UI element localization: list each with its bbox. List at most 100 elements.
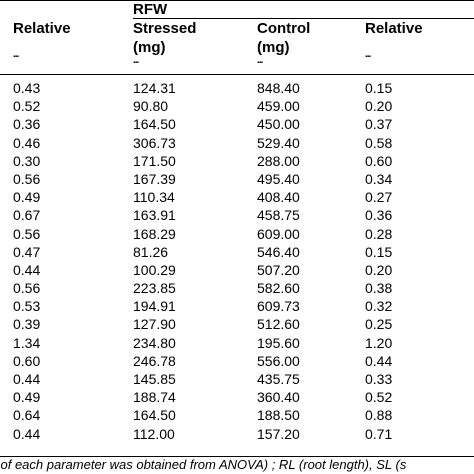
cell-relative-1: 0.53: [13, 298, 41, 315]
table-row: 0.56 223.85 582.60 0.38: [0, 279, 474, 297]
cell-relative-1: 0.56: [13, 225, 41, 242]
cell-relative-2: 0.20: [365, 98, 393, 115]
cell-control: 609.00: [257, 225, 300, 242]
cell-relative-2: 0.52: [365, 389, 393, 406]
cell-relative-2: 0.25: [365, 316, 393, 333]
cell-stressed: 246.78: [133, 352, 176, 369]
cell-control: 408.40: [257, 189, 300, 206]
cell-relative-2: 1.20: [365, 334, 393, 351]
cell-stressed: 234.80: [133, 334, 176, 351]
cell-relative-1: 0.44: [13, 261, 41, 278]
table-row: 0.49 110.34 408.40 0.27: [0, 188, 474, 206]
cell-relative-1: 0.52: [13, 98, 41, 115]
table-body: 0.43 124.31 848.40 0.15 0.52 90.80 459.00 0.20 0…: [0, 79, 474, 443]
cell-stressed: 112.00: [133, 425, 175, 442]
col-relative-1-ellipsis: ...: [13, 49, 19, 60]
cell-relative-2: 0.33: [365, 371, 393, 387]
table-row: 0.64 164.50 188.50 0.88: [0, 406, 474, 424]
col-stressed-ellipsis: ...: [133, 55, 139, 66]
cell-control: 609.73: [257, 298, 300, 315]
cell-stressed: 168.29: [133, 225, 176, 242]
cell-relative-1: 0.39: [13, 316, 41, 333]
cell-relative-1: 0.60: [13, 352, 41, 369]
header-bottom-rule: [0, 74, 474, 75]
cell-relative-2: 0.15: [365, 243, 393, 260]
table-row: 0.52 90.80 459.00 0.20: [0, 97, 474, 115]
table-row: 0.56 168.29 609.00 0.28: [0, 225, 474, 243]
table-row: 0.30 171.50 288.00 0.60: [0, 152, 474, 170]
cell-control: 288.00: [257, 152, 300, 169]
cell-stressed: 124.31: [133, 80, 176, 96]
col-control-header: Control: [257, 20, 311, 37]
table-row: 0.56 167.39 495.40 0.34: [0, 170, 474, 188]
col-stressed-unit: (mg): [133, 39, 166, 56]
cell-control: 507.20: [257, 261, 300, 278]
cell-relative-2: 0.32: [365, 298, 393, 315]
table-row: 0.44 112.00 157.20 0.71: [0, 425, 474, 443]
col-stressed-header: Stressed: [133, 20, 197, 37]
cell-control: 495.40: [257, 170, 300, 187]
cell-relative-2: 0.27: [365, 189, 393, 206]
cell-relative-2: 0.71: [365, 425, 393, 442]
cell-relative-1: 0.44: [13, 425, 41, 442]
col-relative-2-header: Relative: [365, 20, 423, 37]
cell-stressed: 171.50: [133, 152, 176, 169]
col-relative-2-ellipsis: ...: [365, 49, 371, 60]
cell-control: 529.40: [257, 134, 300, 151]
cell-control: 435.75: [257, 371, 300, 387]
col-control-ellipsis: ...: [257, 55, 263, 66]
header-top-rule: [0, 0, 474, 1]
cell-stressed: 163.91: [133, 207, 176, 224]
cell-control: 458.75: [257, 207, 300, 224]
table-row: 0.39 127.90 512.60 0.25: [0, 315, 474, 333]
cell-relative-1: 0.56: [13, 280, 41, 297]
rfw-group-rule: [133, 18, 474, 19]
cell-stressed: 90.80: [133, 98, 169, 115]
cell-stressed: 188.74: [133, 389, 176, 406]
table-row: 0.60 246.78 556.00 0.44: [0, 352, 474, 370]
cell-stressed: 164.50: [133, 116, 176, 133]
cell-stressed: 194.91: [133, 298, 176, 315]
rfw-group-label: RFW: [133, 1, 168, 18]
cell-control: 459.00: [257, 98, 300, 115]
cell-relative-1: 0.64: [13, 407, 41, 424]
cell-relative-2: 0.37: [365, 116, 393, 133]
cell-stressed: 145.85: [133, 371, 176, 387]
cell-stressed: 223.85: [133, 280, 176, 297]
cell-relative-1: 0.67: [13, 207, 41, 224]
cell-relative-2: 0.34: [365, 170, 393, 187]
cell-relative-2: 0.20: [365, 261, 393, 278]
cell-relative-2: 0.15: [365, 80, 393, 96]
cell-relative-2: 0.44: [365, 352, 393, 369]
table-row: 0.49 188.74 360.40 0.52: [0, 388, 474, 406]
cell-stressed: 306.73: [133, 134, 176, 151]
cell-stressed: 127.90: [133, 316, 176, 333]
table-row: 0.44 100.29 507.20 0.20: [0, 261, 474, 279]
table-row: 0.46 306.73 529.40 0.58: [0, 134, 474, 152]
col-relative-1-header: Relative: [13, 20, 71, 37]
cell-relative-1: 0.56: [13, 170, 41, 187]
table-row: 0.43 124.31 848.40 0.15: [0, 79, 474, 97]
cell-control: 546.40: [257, 243, 300, 260]
cell-relative-2: 0.60: [365, 152, 393, 169]
col-control-unit: (mg): [257, 39, 290, 56]
cell-relative-1: 0.49: [13, 189, 41, 206]
cell-control: 848.40: [257, 80, 300, 96]
cell-relative-2: 0.38: [365, 280, 393, 297]
cell-relative-1: 0.36: [13, 116, 41, 133]
cell-relative-1: 0.46: [13, 134, 41, 151]
cell-control: 157.20: [257, 425, 300, 442]
cell-relative-2: 0.36: [365, 207, 393, 224]
cell-relative-1: 0.43: [13, 80, 41, 96]
cell-relative-1: 0.47: [13, 243, 41, 260]
table-row: 1.34 234.80 195.60 1.20: [0, 334, 474, 352]
cell-stressed: 100.29: [133, 261, 176, 278]
table-row: 0.67 163.91 458.75 0.36: [0, 206, 474, 224]
table-row: 0.44 145.85 435.75 0.33: [0, 370, 474, 388]
cell-control: 556.00: [257, 352, 300, 369]
cell-control: 195.60: [257, 334, 300, 351]
table-row: 0.53 194.91 609.73 0.32: [0, 297, 474, 315]
table-row: 0.36 164.50 450.00 0.37: [0, 115, 474, 133]
cell-control: 360.40: [257, 389, 300, 406]
cell-control: 582.60: [257, 280, 300, 297]
